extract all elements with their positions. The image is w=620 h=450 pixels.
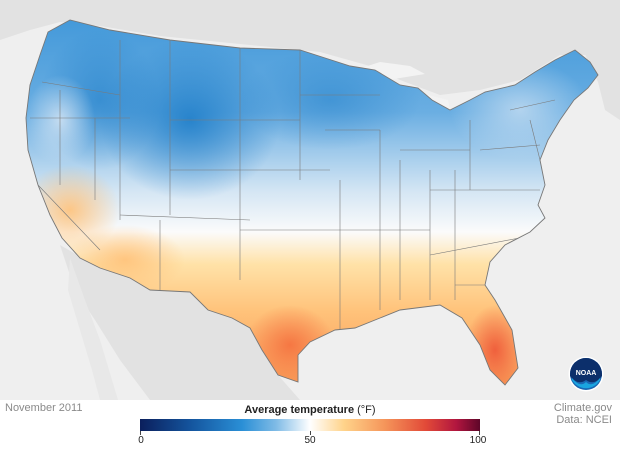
credit-source: Climate.gov <box>553 402 612 414</box>
noaa-logo-text: NOAA <box>576 370 597 377</box>
credits: Climate.gov Data: NCEI <box>554 402 612 426</box>
baja-peninsula <box>68 258 118 400</box>
legend-tick-label-50: 50 <box>304 435 316 446</box>
legend-tick-50 <box>310 431 311 435</box>
credit-data: Data: NCEI <box>556 414 612 426</box>
date-label: November 2011 <box>5 402 83 414</box>
noaa-logo-icon: NOAA <box>568 356 604 392</box>
map-footer: November 2011 Average temperature (°F) 0… <box>0 400 620 450</box>
legend-unit: (°F) <box>357 404 376 416</box>
legend-tick-label-100: 100 <box>469 435 487 446</box>
canada-landmass <box>0 0 620 95</box>
mexico-landmass <box>60 245 300 400</box>
legend-title: Average temperature (°F) <box>140 404 480 416</box>
canada-east-landmass <box>560 0 620 120</box>
legend-tick-label-0: 0 <box>138 435 144 446</box>
legend-tick-100 <box>479 431 480 435</box>
state-borders <box>30 40 556 330</box>
us-temperature-map <box>0 0 620 400</box>
legend-color-bar <box>140 419 480 431</box>
legend-title-text: Average temperature <box>244 404 355 416</box>
map-area: NOAA <box>0 0 620 400</box>
legend-tick-0 <box>140 431 141 435</box>
